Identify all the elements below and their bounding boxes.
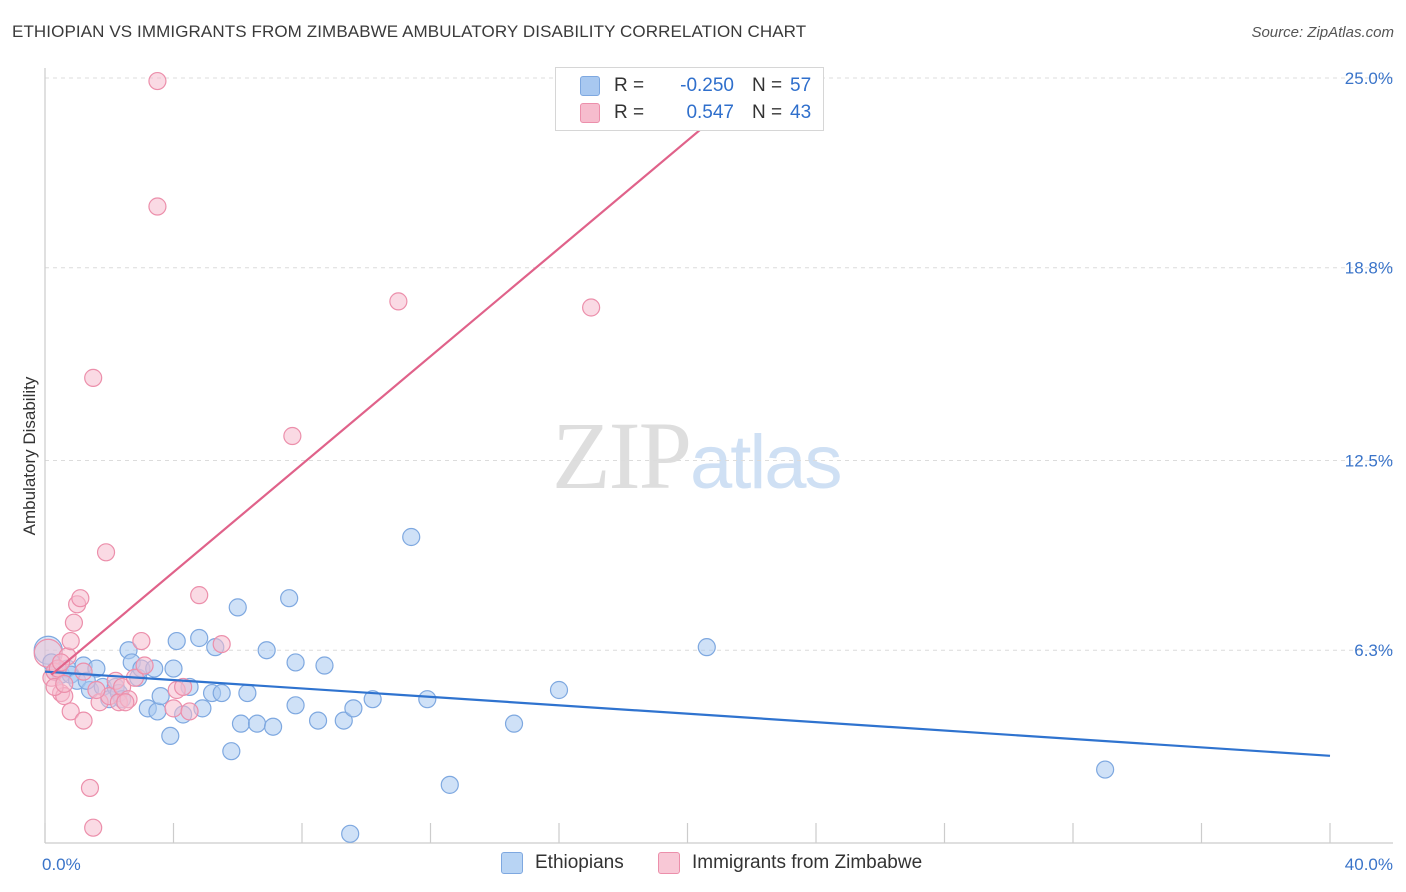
watermark-zip: ZIP [552, 402, 692, 509]
data-point [148, 702, 167, 721]
legend-swatch-ethiopians [580, 76, 600, 96]
series-ethiopians [33, 527, 1115, 843]
data-point [71, 589, 90, 608]
data-point [190, 628, 209, 648]
data-point [132, 631, 151, 651]
legend-r-value: 0.547 [686, 102, 734, 123]
data-point [190, 586, 209, 605]
data-point [389, 292, 408, 311]
legend-r-label: R = [614, 102, 645, 123]
data-point [418, 690, 437, 709]
data-point [315, 656, 334, 675]
data-point [308, 711, 328, 730]
data-point [64, 613, 84, 632]
data-point [51, 653, 71, 672]
watermark-atlas: atlas [690, 420, 843, 505]
legend-label-ethiopians: Ethiopians [535, 852, 624, 873]
watermark: ZIPatlas [552, 400, 843, 511]
data-point [148, 71, 167, 91]
data-point [151, 687, 170, 706]
legend-item-zimbabwe[interactable]: Immigrants from Zimbabwe [658, 852, 922, 874]
data-point [363, 690, 382, 709]
data-point [283, 426, 302, 446]
legend-n-value: 43 [790, 102, 812, 123]
data-point [74, 662, 93, 681]
y-tick-label: 6.3% [1354, 641, 1393, 660]
data-point [84, 818, 103, 837]
data-point [228, 598, 247, 617]
tick-labels: 6.3% 12.5% 18.8% 25.0% 0.0% 40.0% [42, 69, 1393, 874]
legend-n-label: N = [752, 75, 783, 96]
legend-row-ethiopians: R = -0.250 N = 57 [580, 73, 811, 99]
data-point [212, 683, 231, 703]
data-point [238, 683, 257, 703]
data-point [80, 778, 100, 798]
data-point [582, 298, 601, 317]
legend-r-label: R = [614, 75, 645, 96]
data-point [61, 631, 80, 651]
y-tick-label: 25.0% [1345, 69, 1393, 88]
series-legend: Ethiopians Immigrants from Zimbabwe [0, 852, 1406, 878]
y-axis-label: Ambulatory Disability [20, 376, 39, 535]
data-point [164, 659, 183, 678]
data-point [1096, 760, 1115, 779]
data-point [135, 656, 154, 675]
legend-swatch-zimbabwe [580, 103, 600, 123]
data-point [440, 775, 459, 794]
legend-row-zimbabwe: R = 0.547 N = 43 [580, 100, 811, 126]
legend-item-ethiopians[interactable]: Ethiopians [501, 852, 624, 874]
data-point [247, 714, 267, 733]
data-point [167, 631, 186, 651]
axes [44, 68, 1393, 844]
source-label: Source: ZipAtlas.com [1251, 24, 1394, 41]
data-point [231, 714, 251, 733]
y-tick-label: 12.5% [1345, 452, 1393, 471]
data-point [286, 696, 305, 715]
data-point [74, 711, 93, 730]
legend-n-label: N = [752, 102, 783, 123]
trend-line [44, 670, 1331, 757]
data-point [402, 527, 421, 547]
data-point [161, 726, 180, 746]
data-point [286, 653, 305, 672]
data-point [180, 702, 199, 721]
data-point [164, 699, 183, 718]
data-point [61, 702, 80, 721]
data-point [116, 693, 135, 712]
data-point [341, 824, 360, 843]
data-point [549, 680, 569, 700]
data-point [222, 742, 241, 761]
chart-title: ETHIOPIAN VS IMMIGRANTS FROM ZIMBABWE AM… [12, 22, 807, 41]
legend-label-zimbabwe: Immigrants from Zimbabwe [692, 852, 923, 873]
data-point [96, 543, 116, 562]
data-point [257, 641, 276, 660]
data-point [334, 711, 353, 730]
legend-swatch-ethiopians [501, 852, 523, 874]
data-point [697, 638, 716, 657]
data-point [55, 674, 74, 693]
trend-line [50, 126, 705, 676]
y-tick-label: 18.8% [1345, 259, 1393, 278]
data-point [87, 680, 106, 700]
data-point [344, 699, 363, 718]
data-point [174, 677, 193, 697]
legend-n-value: 57 [790, 75, 812, 96]
data-point [263, 717, 283, 736]
legend-r-value: -0.250 [680, 75, 734, 96]
grid-lines [45, 77, 1393, 651]
legend-swatch-zimbabwe [658, 852, 680, 874]
data-point [212, 634, 231, 654]
x-tick-label: 40.0% [1345, 855, 1393, 874]
trend-lines [44, 101, 1331, 757]
x-tick-label: 0.0% [42, 855, 81, 874]
data-point [280, 589, 299, 608]
data-point [148, 197, 167, 216]
data-point [84, 368, 103, 387]
data-point [504, 714, 524, 733]
correlation-legend: R = -0.250 N = 57 R = 0.547 N = 43 [555, 67, 824, 131]
